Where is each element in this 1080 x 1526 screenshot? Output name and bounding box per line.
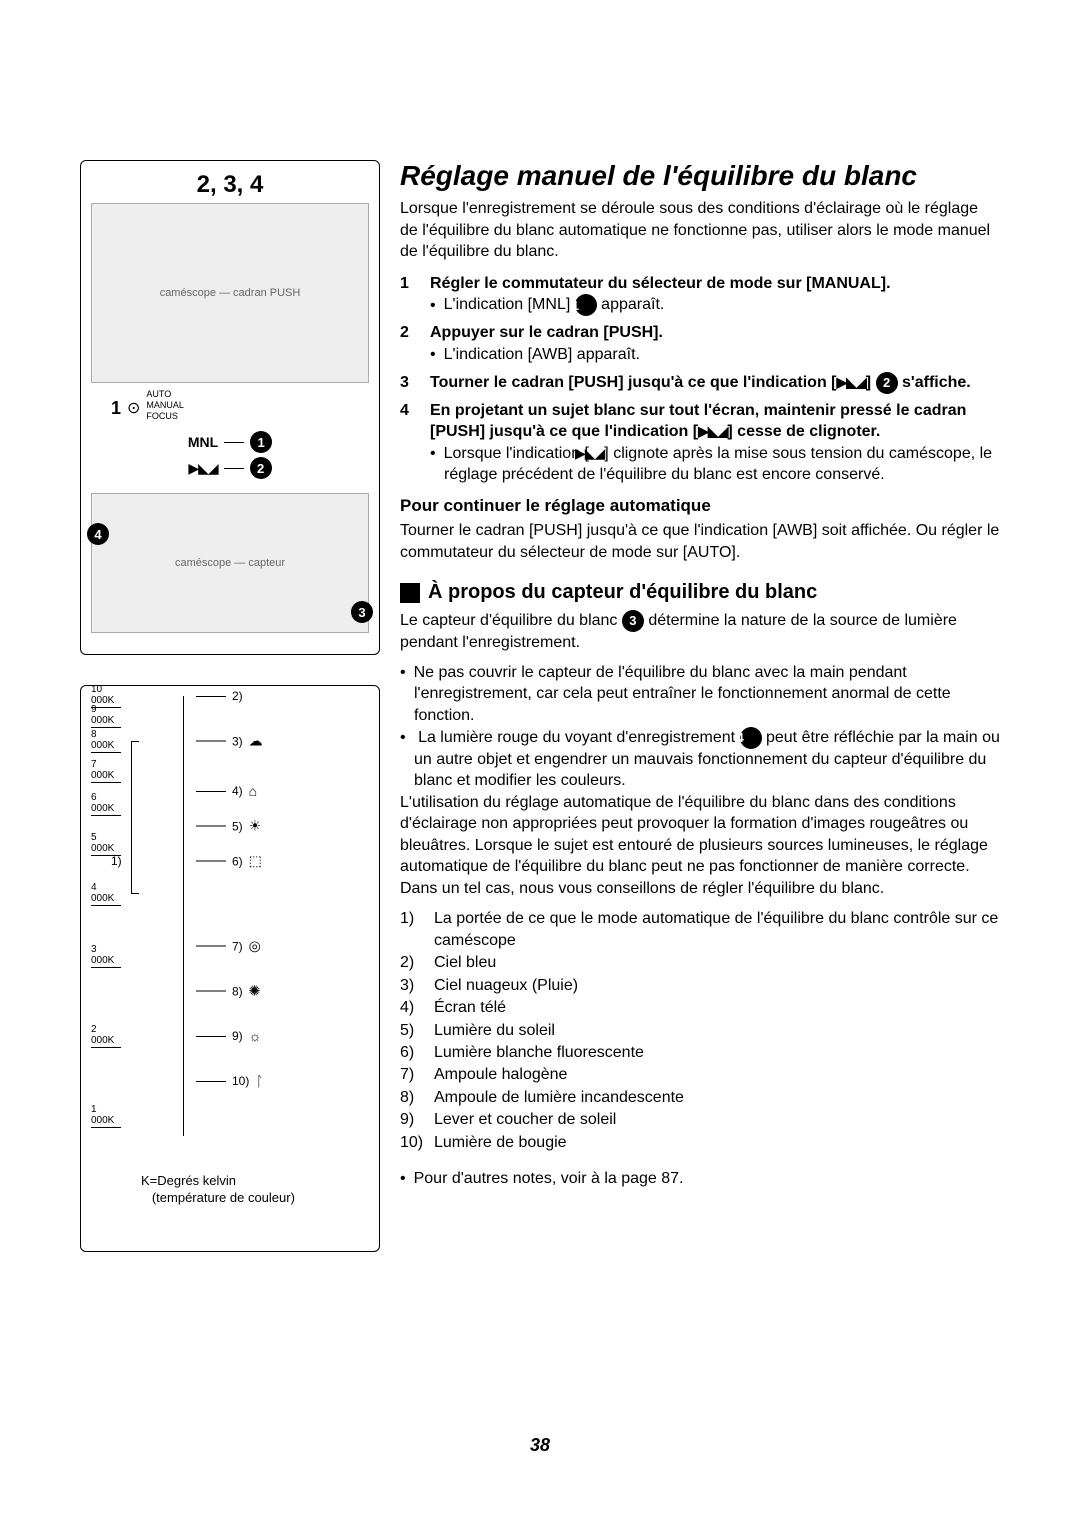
figure-kelvin: 10 000K9 000K8 000K7 000K6 000K5 000K4 0… bbox=[80, 685, 380, 1252]
wb-icon: ▶◣◢ bbox=[188, 460, 217, 477]
kelvin-item: 4)⌂ bbox=[196, 783, 257, 799]
step-sub: Lorsque l'indication [▶◣◢] clignote aprè… bbox=[430, 443, 1000, 486]
switch-icon: ⊙ bbox=[127, 398, 140, 418]
continue-head: Pour continuer le réglage automatique bbox=[400, 496, 1000, 516]
step-sub: L'indication [MNL] 1 apparaît. bbox=[430, 294, 891, 316]
kelvin-tick: 8 000K bbox=[91, 729, 121, 753]
continue-text: Tourner le cadran [PUSH] jusqu'à ce que … bbox=[400, 520, 1000, 563]
kelvin-tick: 3 000K bbox=[91, 944, 121, 968]
dial-number-1: 1 bbox=[111, 398, 121, 419]
kelvin-item: 7)◎ bbox=[196, 938, 261, 955]
mode-switch-labels: AUTO MANUAL FOCUS bbox=[146, 389, 184, 421]
sensor-p2: L'utilisation du réglage automatique de … bbox=[400, 792, 1000, 900]
mnl-label: MNL bbox=[188, 434, 218, 450]
sensor-section-head: À propos du capteur d'équilibre du blanc bbox=[400, 581, 1000, 604]
step-number: 2 bbox=[400, 322, 418, 365]
kelvin-item: 9)☼ bbox=[196, 1028, 262, 1044]
sensor-b2: La lumière rouge du voyant d'enregistrem… bbox=[400, 727, 1000, 792]
legend-item: 1)La portée de ce que le mode automatiqu… bbox=[400, 908, 1000, 953]
legend-item: 9)Lever et coucher de soleil bbox=[400, 1109, 1000, 1131]
step-lead: Tourner le cadran [PUSH] jusqu'à ce que … bbox=[430, 372, 971, 394]
section-marker bbox=[400, 583, 420, 603]
figure-camera-top: 2, 3, 4 caméscope — cadran PUSH 1 ⊙ AUTO… bbox=[80, 160, 380, 655]
kelvin-item: 6)⬚ bbox=[196, 853, 262, 870]
callout-4-inline: 4 bbox=[740, 727, 762, 749]
kelvin-tick: 9 000K bbox=[91, 704, 121, 728]
step-number: 4 bbox=[400, 400, 418, 486]
page-number: 38 bbox=[0, 1435, 1080, 1456]
mode-manual: MANUAL bbox=[146, 400, 184, 411]
callout-2: 2 bbox=[250, 457, 272, 479]
legend-item: 8)Ampoule de lumière incandescente bbox=[400, 1087, 1000, 1109]
kelvin-tick: 5 000K bbox=[91, 832, 121, 856]
steps-list: 1 Régler le commutateur du sélecteur de m… bbox=[400, 273, 1000, 486]
step-lead: Appuyer sur le cadran [PUSH]. bbox=[430, 322, 663, 344]
kelvin-item: 10)ᛚ bbox=[196, 1073, 264, 1089]
step-sub: L'indication [AWB] apparaît. bbox=[430, 344, 663, 366]
legend-item: 7)Ampoule halogène bbox=[400, 1064, 1000, 1086]
sensor-p1: Le capteur d'équilibre du blanc 3 déterm… bbox=[400, 610, 1000, 654]
kelvin-item: 2) bbox=[196, 689, 249, 703]
kelvin-tick: 4 000K bbox=[91, 882, 121, 906]
legend-item: 4)Écran télé bbox=[400, 997, 1000, 1019]
step-number: 3 bbox=[400, 372, 418, 394]
kelvin-tick: 6 000K bbox=[91, 792, 121, 816]
kelvin-tick: 2 000K bbox=[91, 1024, 121, 1048]
kelvin-range-label: 1) bbox=[111, 854, 122, 868]
callout-3: 3 bbox=[351, 601, 373, 623]
legend-item: 2)Ciel bleu bbox=[400, 952, 1000, 974]
legend-item: 5)Lumière du soleil bbox=[400, 1020, 1000, 1042]
sensor-b1: Ne pas couvrir le capteur de l'équilibre… bbox=[400, 662, 1000, 727]
camera-illustration-2: caméscope — capteur bbox=[91, 493, 369, 633]
kelvin-tick: 1 000K bbox=[91, 1104, 121, 1128]
step-lead: En projetant un sujet blanc sur tout l'é… bbox=[430, 400, 1000, 443]
sensor-b2-pre: La lumière rouge du voyant d'enregistrem… bbox=[418, 729, 739, 746]
kelvin-caption: K=Degrés kelvin (température de couleur) bbox=[141, 1173, 295, 1207]
callout-3-inline: 3 bbox=[622, 610, 644, 632]
figure-steps-label: 2, 3, 4 bbox=[91, 171, 369, 199]
sensor-head-text: À propos du capteur d'équilibre du blanc bbox=[428, 581, 817, 604]
kelvin-item: 5)☀ bbox=[196, 818, 261, 835]
legend-item: 10)Lumière de bougie bbox=[400, 1132, 1000, 1154]
camera-illustration-1: caméscope — cadran PUSH bbox=[91, 203, 369, 383]
mode-focus: FOCUS bbox=[146, 411, 184, 422]
legend-item: 6)Lumière blanche fluorescente bbox=[400, 1042, 1000, 1064]
kelvin-tick: 7 000K bbox=[91, 759, 121, 783]
intro-text: Lorsque l'enregistrement se déroule sous… bbox=[400, 198, 1000, 263]
step-number: 1 bbox=[400, 273, 418, 317]
mode-auto: AUTO bbox=[146, 389, 184, 400]
mnl-indicator-row: MNL 1 bbox=[91, 431, 369, 453]
legend-item: 3)Ciel nuageux (Pluie) bbox=[400, 975, 1000, 997]
kelvin-legend-list: 1)La portée de ce que le mode automatiqu… bbox=[400, 908, 1000, 1154]
wb-indicator-row: ▶◣◢ 2 bbox=[91, 457, 369, 479]
footnote: Pour d'autres notes, voir à la page 87. bbox=[400, 1168, 1000, 1190]
callout-1: 1 bbox=[250, 431, 272, 453]
sensor-p1-pre: Le capteur d'équilibre du blanc bbox=[400, 612, 622, 629]
kelvin-item: 3)☁ bbox=[196, 733, 263, 750]
page-title: Réglage manuel de l'équilibre du blanc bbox=[400, 160, 1000, 192]
step-lead: Régler le commutateur du sélecteur de mo… bbox=[430, 273, 891, 295]
kelvin-item: 8)✺ bbox=[196, 983, 260, 1000]
